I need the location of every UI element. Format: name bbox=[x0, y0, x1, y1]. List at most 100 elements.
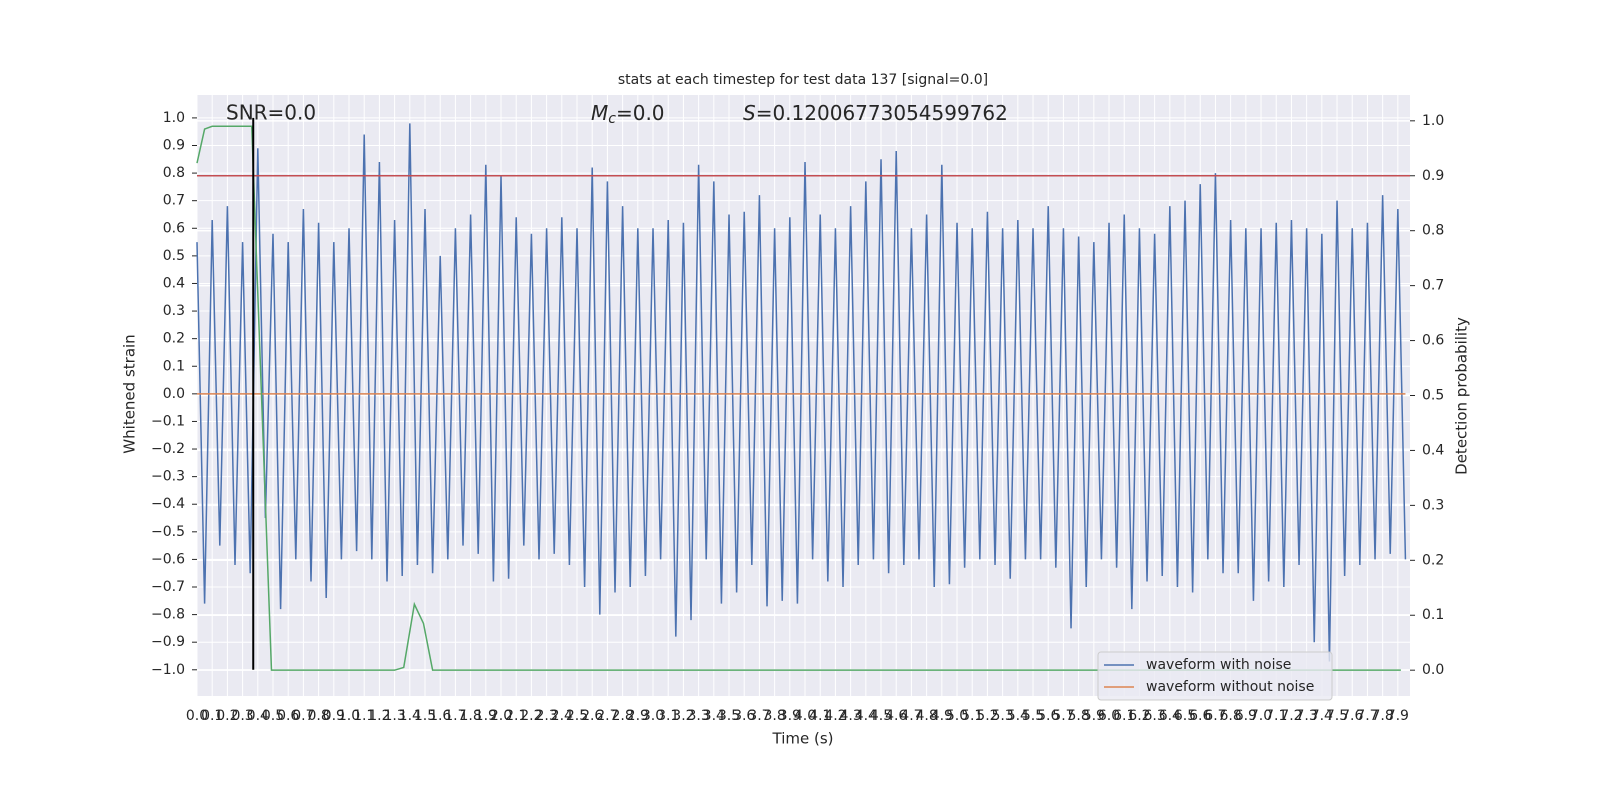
x-tick-label: 0.0 bbox=[186, 708, 208, 724]
x-tick-label: 0.3 bbox=[231, 708, 253, 724]
y2-tick-label: 0.6 bbox=[1422, 333, 1444, 349]
y-tick-label: −0.4 bbox=[151, 496, 185, 512]
x-tick-label: 3.5 bbox=[718, 708, 740, 724]
x-tick-label: 4.6 bbox=[885, 708, 907, 724]
x-tick-label: 6.4 bbox=[1159, 708, 1181, 724]
x-tick-label: 3.1 bbox=[657, 708, 679, 724]
x-tick-label: 0.9 bbox=[323, 708, 345, 724]
x-tick-label: 4.1 bbox=[809, 708, 831, 724]
x-tick-label: 5.5 bbox=[1022, 708, 1044, 724]
x-tick-label: 3.2 bbox=[672, 708, 694, 724]
x-tick-label: 6.5 bbox=[1174, 708, 1196, 724]
x-tick-label: 5.4 bbox=[1007, 708, 1029, 724]
s-annotation: S=0.12006773054599762 bbox=[743, 101, 1008, 125]
x-tick-label: 7.6 bbox=[1341, 708, 1363, 724]
y-tick-label: −0.5 bbox=[151, 524, 185, 540]
x-tick-label: 3.6 bbox=[733, 708, 755, 724]
x-tick-label: 0.4 bbox=[247, 708, 269, 724]
x-tick-label: 4.7 bbox=[900, 708, 922, 724]
x-tick-label: 7.3 bbox=[1296, 708, 1318, 724]
y-tick-label: 0.9 bbox=[163, 137, 185, 153]
y2-tick-label: 0.1 bbox=[1422, 607, 1444, 623]
legend-label: waveform with noise bbox=[1146, 657, 1291, 673]
x-tick-label: 7.0 bbox=[1250, 708, 1272, 724]
x-tick-label: 7.4 bbox=[1311, 708, 1333, 724]
y-tick-label: −0.7 bbox=[151, 579, 185, 595]
x-tick-label: 6.0 bbox=[1098, 708, 1120, 724]
x-tick-label: 4.2 bbox=[824, 708, 846, 724]
y-tick-label: 0.2 bbox=[163, 331, 185, 347]
x-tick-label: 0.2 bbox=[216, 708, 238, 724]
x-tick-label: 7.7 bbox=[1356, 708, 1378, 724]
chart-title: stats at each timestep for test data 137… bbox=[618, 72, 988, 88]
y-tick-label: −0.1 bbox=[151, 413, 185, 429]
mc-sub: c bbox=[608, 111, 616, 127]
x-tick-label: 3.3 bbox=[687, 708, 709, 724]
mc-annotation: Mc=0.0 bbox=[591, 101, 665, 128]
y-tick-label: 0.3 bbox=[163, 303, 185, 319]
x-tick-label: 7.2 bbox=[1280, 708, 1302, 724]
s-base: S bbox=[743, 101, 756, 125]
x-tick-label: 4.3 bbox=[839, 708, 861, 724]
x-tick-label: 2.5 bbox=[566, 708, 588, 724]
x-tick-label: 3.9 bbox=[779, 708, 801, 724]
s-rest: =0.12006773054599762 bbox=[756, 101, 1008, 125]
legend-box bbox=[1097, 651, 1333, 701]
y-tick-label: −0.3 bbox=[151, 469, 185, 485]
x-tick-label: 6.6 bbox=[1189, 708, 1211, 724]
mc-base: M bbox=[591, 101, 608, 125]
x-tick-label: 1.4 bbox=[399, 708, 421, 724]
y-tick-label: 1.0 bbox=[163, 110, 185, 126]
y2-tick-label: 0.9 bbox=[1422, 168, 1444, 184]
x-tick-label: 3.0 bbox=[642, 708, 664, 724]
y-tick-label: −0.8 bbox=[151, 607, 185, 623]
y-tick-label: −0.6 bbox=[151, 551, 185, 567]
x-tick-label: 6.7 bbox=[1204, 708, 1226, 724]
x-tick-label: 0.7 bbox=[292, 708, 314, 724]
x-tick-label: 0.5 bbox=[262, 708, 284, 724]
x-tick-label: 2.7 bbox=[596, 708, 618, 724]
x-tick-label: 6.9 bbox=[1235, 708, 1257, 724]
y-tick-label: 0.5 bbox=[163, 248, 185, 264]
x-tick-label: 0.1 bbox=[201, 708, 223, 724]
x-tick-label: 4.0 bbox=[794, 708, 816, 724]
x-tick-label: 6.1 bbox=[1113, 708, 1135, 724]
y2-tick-label: 0.7 bbox=[1422, 278, 1444, 294]
y2-tick-label: 0.5 bbox=[1422, 388, 1444, 404]
x-tick-label: 4.8 bbox=[915, 708, 937, 724]
x-tick-label: 1.9 bbox=[475, 708, 497, 724]
y-tick-label: 0.4 bbox=[163, 275, 185, 291]
x-tick-label: 2.9 bbox=[627, 708, 649, 724]
x-tick-label: 6.8 bbox=[1220, 708, 1242, 724]
x-tick-label: 2.2 bbox=[520, 708, 542, 724]
series-line bbox=[196, 123, 1407, 662]
x-tick-label: 3.4 bbox=[703, 708, 725, 724]
x-tick-label: 5.0 bbox=[946, 708, 968, 724]
y-tick-label: −0.9 bbox=[151, 634, 185, 650]
x-tick-label: 0.8 bbox=[307, 708, 329, 724]
x-tick-label: 4.4 bbox=[855, 708, 877, 724]
y-tick-label: 0.7 bbox=[163, 193, 185, 209]
x-tick-label: 7.5 bbox=[1326, 708, 1348, 724]
x-tick-label: 4.9 bbox=[931, 708, 953, 724]
y-tick-label: 0.0 bbox=[163, 386, 185, 402]
x-tick-label: 7.1 bbox=[1265, 708, 1287, 724]
y2-tick-label: 0.2 bbox=[1422, 552, 1444, 568]
snr-annotation: SNR=0.0 bbox=[226, 101, 316, 125]
legend-label: waveform without noise bbox=[1146, 679, 1314, 695]
y2-tick-label: 0.8 bbox=[1422, 223, 1444, 239]
y2-tick-label: 0.4 bbox=[1422, 442, 1444, 458]
x-tick-label: 2.4 bbox=[551, 708, 573, 724]
x-tick-label: 5.9 bbox=[1083, 708, 1105, 724]
x-tick-label: 1.7 bbox=[444, 708, 466, 724]
x-tick-label: 6.3 bbox=[1143, 708, 1165, 724]
y2-axis-label: Detection probability bbox=[1453, 317, 1471, 475]
y2-tick-label: 1.0 bbox=[1422, 113, 1444, 129]
x-tick-label: 1.0 bbox=[338, 708, 360, 724]
x-tick-label: 2.1 bbox=[505, 708, 527, 724]
x-tick-label: 2.8 bbox=[611, 708, 633, 724]
x-axis-label: Time (s) bbox=[772, 730, 834, 748]
x-tick-label: 5.7 bbox=[1052, 708, 1074, 724]
